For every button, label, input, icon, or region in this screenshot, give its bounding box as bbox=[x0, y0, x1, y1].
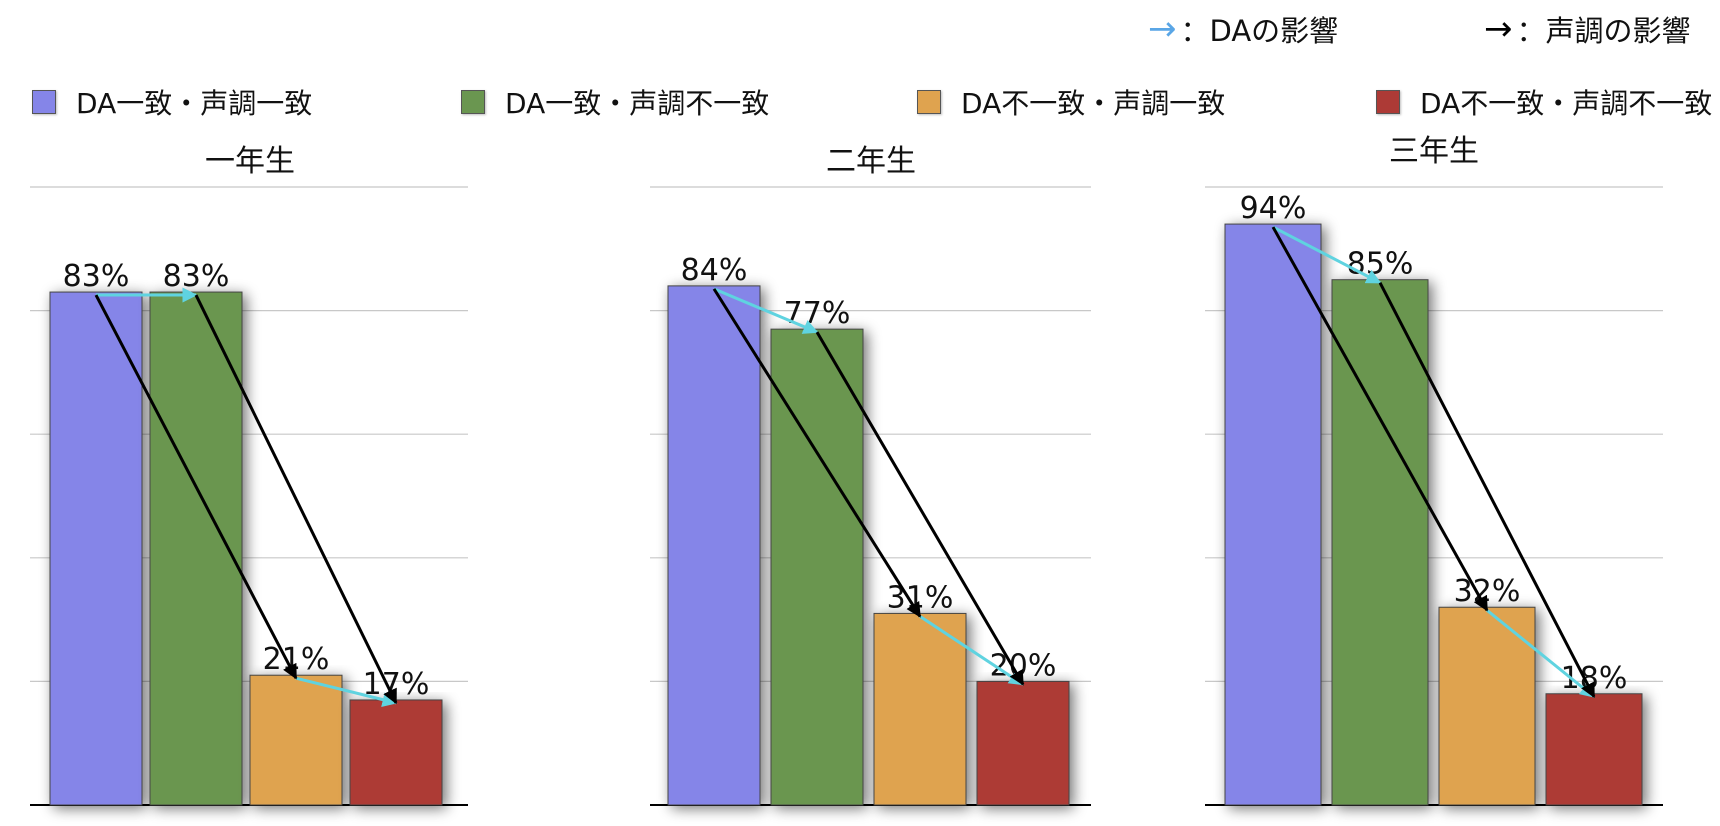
legend-label: DA一致・声調一致 bbox=[76, 87, 313, 120]
da-effect-arrow bbox=[713, 287, 819, 334]
bar bbox=[873, 612, 967, 806]
tone-effect-arrow bbox=[1378, 282, 1596, 699]
legend-swatch bbox=[461, 90, 485, 114]
bar bbox=[976, 680, 1070, 806]
bar bbox=[667, 285, 761, 806]
legend-swatch bbox=[32, 90, 56, 114]
data-label: 21% bbox=[263, 642, 330, 677]
data-label: 83% bbox=[163, 259, 230, 294]
tone-effect-arrow bbox=[94, 294, 298, 680]
bar bbox=[1438, 606, 1536, 806]
right-arrow-icon: → bbox=[1484, 9, 1513, 49]
da-arrow-legend: → ：DAの影響 bbox=[1148, 8, 1338, 50]
right-arrow-icon: → bbox=[1148, 9, 1177, 49]
data-label: 32% bbox=[1454, 574, 1521, 609]
legend-label: DA一致・声調不一致 bbox=[505, 87, 770, 120]
bar bbox=[1331, 279, 1429, 806]
legend-swatch bbox=[917, 90, 941, 114]
data-label: 77% bbox=[784, 296, 851, 331]
chart-title-year1: 一年生 bbox=[205, 144, 295, 179]
legend-label: DA不一致・声調一致 bbox=[961, 87, 1226, 120]
data-label: 85% bbox=[1347, 247, 1414, 282]
tone-arrow-legend-label: ：声調の影響 bbox=[1516, 14, 1691, 48]
bar bbox=[249, 674, 343, 806]
bar bbox=[1224, 223, 1322, 806]
tone-effect-arrow bbox=[194, 294, 398, 705]
legend-item-da-mismatch-tone-mismatch: DA不一致・声調不一致 bbox=[1376, 82, 1712, 122]
legend-swatch bbox=[1376, 90, 1400, 114]
data-label: 84% bbox=[681, 253, 748, 288]
legend-label: DA不一致・声調不一致 bbox=[1420, 87, 1713, 120]
bar bbox=[49, 291, 143, 806]
da-effect-arrow bbox=[919, 615, 1025, 686]
tone-effect-arrow bbox=[1271, 226, 1489, 612]
data-label: 20% bbox=[990, 648, 1057, 683]
da-effect-arrow bbox=[1272, 225, 1382, 285]
da-effect-arrow bbox=[1486, 609, 1596, 698]
da-arrow-legend-label: ：DAの影響 bbox=[1180, 14, 1339, 48]
da-effect-arrow bbox=[295, 676, 398, 707]
bar bbox=[770, 328, 864, 806]
bar bbox=[349, 699, 443, 806]
legend-item-da-match-tone-match: DA一致・声調一致 bbox=[32, 82, 312, 122]
legend-item-da-mismatch-tone-match: DA不一致・声調一致 bbox=[917, 82, 1225, 122]
data-label: 31% bbox=[887, 580, 954, 615]
tone-effect-arrow bbox=[712, 288, 922, 618]
chart-title-year3: 三年生 bbox=[1389, 134, 1479, 169]
chart-title-year2: 二年生 bbox=[826, 144, 916, 179]
bar bbox=[1545, 693, 1643, 806]
data-label: 94% bbox=[1240, 191, 1307, 226]
legend-item-da-match-tone-mismatch: DA一致・声調不一致 bbox=[461, 82, 769, 122]
data-label: 83% bbox=[63, 259, 130, 294]
tone-effect-arrow bbox=[815, 331, 1025, 686]
tone-arrow-legend: → ：声調の影響 bbox=[1484, 8, 1691, 50]
